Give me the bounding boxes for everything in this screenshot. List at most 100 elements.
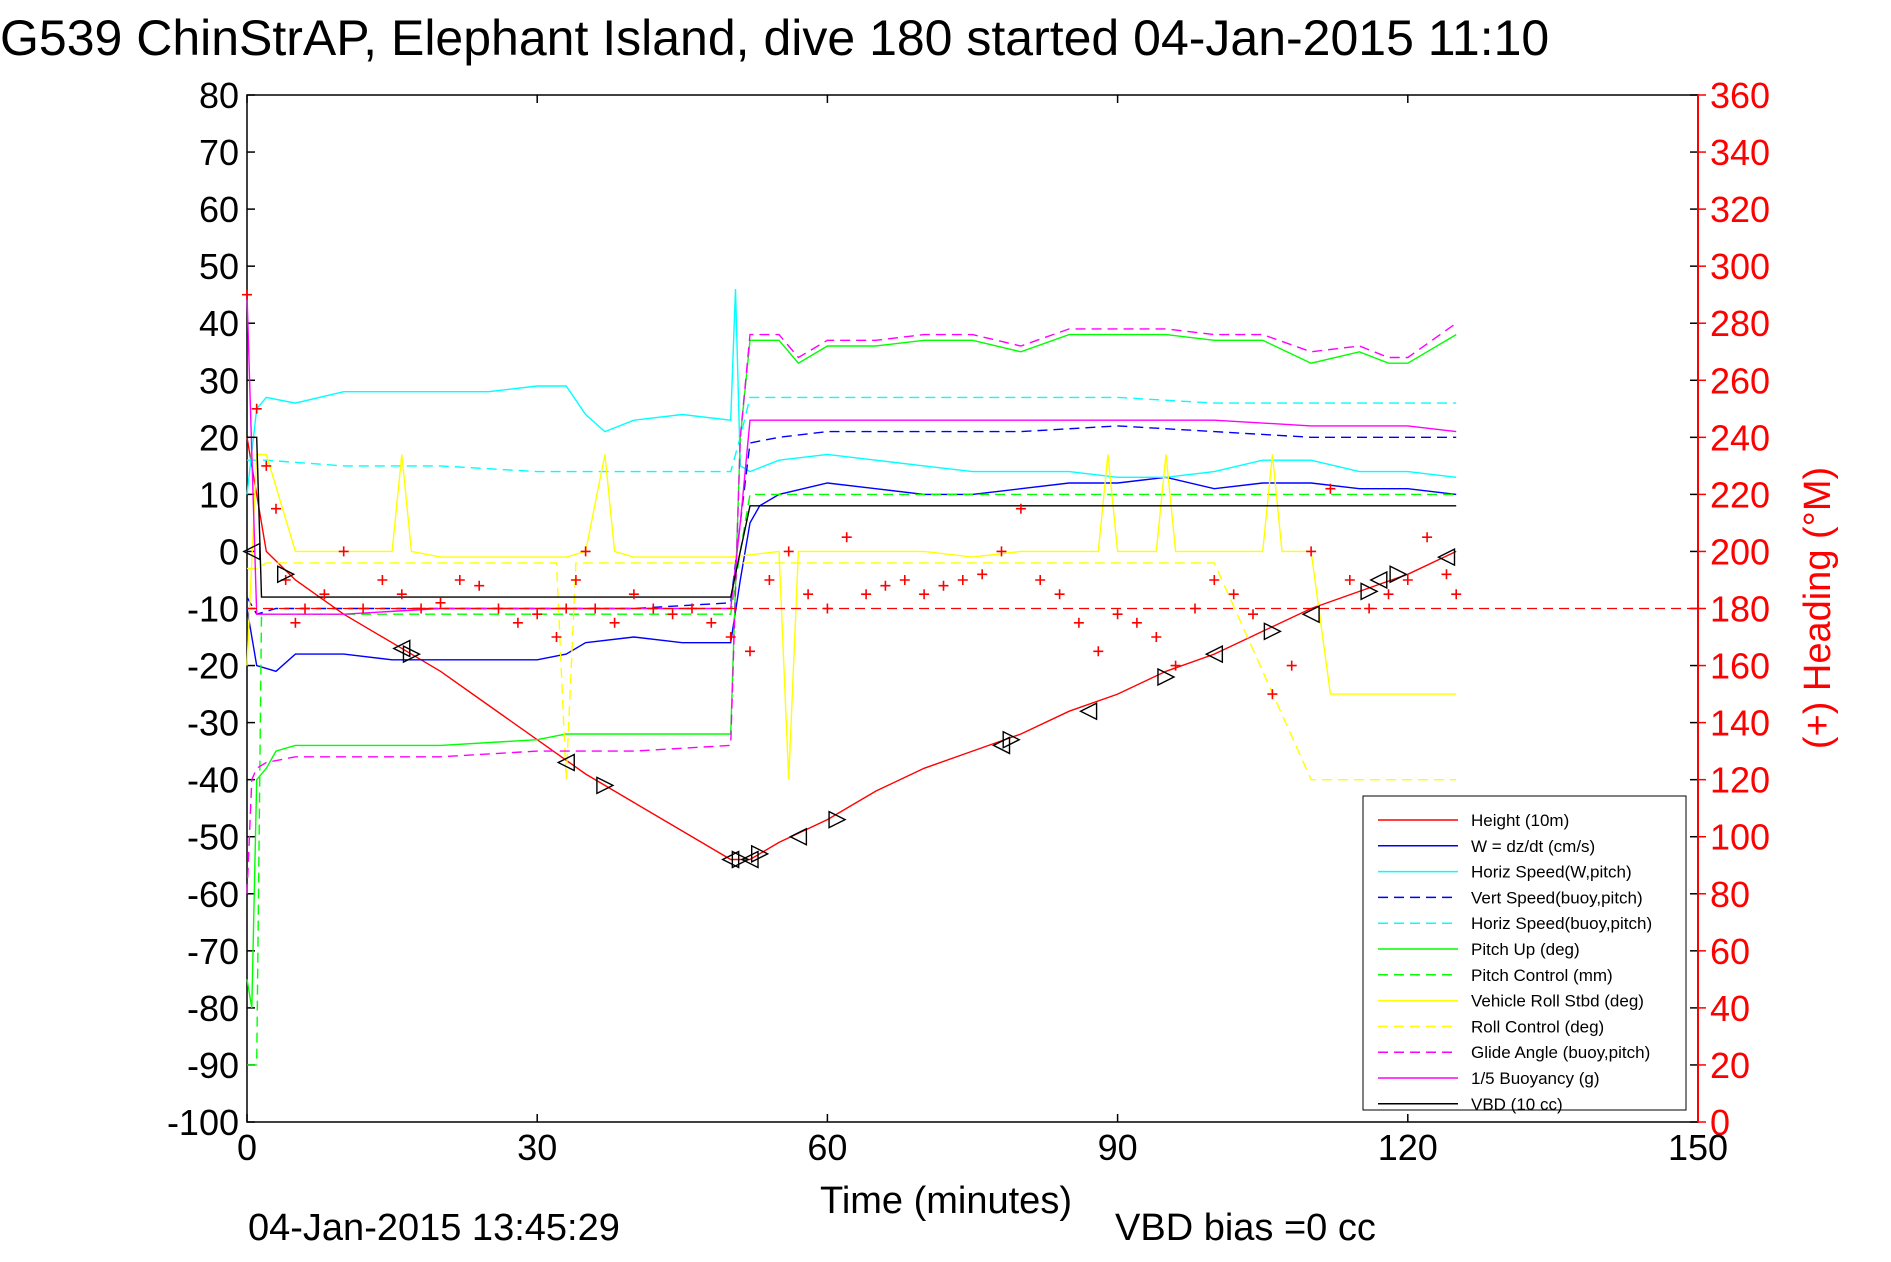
- heading-point: [1364, 603, 1375, 614]
- heading-point: [1073, 617, 1084, 628]
- series-line: [246, 425, 1457, 616]
- x-tick-label: 120: [1378, 1127, 1438, 1168]
- heading-point: [1035, 575, 1046, 585]
- heading-point: [1209, 575, 1220, 585]
- triangle-marker: [788, 827, 808, 846]
- heading-point: [1093, 646, 1104, 657]
- y-tick-label: 80: [199, 75, 239, 116]
- right-axis-ticks: 0 20 40 60 80 100 120 140 160 180 200 220 240 260 280 3…: [1698, 75, 1770, 1143]
- series-line: [246, 322, 1457, 894]
- y2-tick-label: 40: [1710, 988, 1750, 1029]
- y-tick-label: 40: [199, 303, 239, 344]
- triangle-marker: [596, 776, 615, 795]
- triangle-marker: [750, 844, 770, 863]
- triangle-marker: [1079, 702, 1098, 721]
- heading-point: [803, 589, 814, 600]
- x-axis-label: Time (minutes): [820, 1180, 1072, 1222]
- heading-point: [416, 603, 427, 614]
- legend-label: W = dz/dt (cm/s): [1471, 837, 1595, 856]
- y2-tick-label: 360: [1710, 75, 1770, 116]
- heading-point: [290, 617, 301, 628]
- heading-point: [687, 603, 697, 614]
- heading-point: [251, 403, 262, 414]
- triangle-marker: [828, 810, 847, 829]
- heading-point: [1344, 575, 1355, 585]
- heading-point: [435, 597, 446, 608]
- heading-point: [1054, 589, 1065, 600]
- triangle-marker: [1360, 582, 1379, 601]
- heading-point: [977, 569, 988, 580]
- y2-tick-label: 0: [1710, 1102, 1730, 1143]
- heading-point: [580, 546, 591, 557]
- heading-point: [822, 603, 833, 614]
- triangle-marker: [392, 639, 411, 658]
- y-tick-label: 70: [199, 132, 239, 173]
- series-line: [246, 333, 1457, 1009]
- triangle-marker: [1369, 570, 1388, 590]
- heading-point: [938, 580, 949, 591]
- series-line: [247, 436, 1457, 598]
- y2-tick-label: 20: [1710, 1045, 1750, 1086]
- heading-point: [493, 603, 504, 614]
- heading-point: [1190, 603, 1200, 614]
- heading-point: [570, 575, 581, 585]
- heading-point: [725, 632, 736, 642]
- triangle-marker: [242, 542, 261, 561]
- y2-tick-label: 80: [1710, 874, 1750, 915]
- legend-label: Vert Speed(buoy,pitch): [1471, 888, 1643, 907]
- heading-point: [1267, 689, 1278, 700]
- heading-point: [1131, 617, 1142, 628]
- y2-tick-label: 160: [1710, 646, 1770, 687]
- y-tick-label: -80: [187, 988, 239, 1029]
- heading-point: [271, 503, 281, 514]
- heading-point: [396, 589, 407, 600]
- heading-point: [628, 589, 639, 600]
- y-tick-label: 60: [199, 189, 239, 230]
- y2-tick-label: 300: [1710, 246, 1770, 287]
- heading-point: [880, 580, 891, 591]
- triangle-marker: [402, 645, 422, 664]
- heading-point: [1306, 546, 1317, 557]
- heading-point: [1441, 569, 1452, 580]
- y2-tick-label: 200: [1710, 531, 1770, 572]
- heading-point: [1383, 589, 1394, 600]
- x-tick-label: 0: [237, 1127, 257, 1168]
- heading-point: [648, 603, 659, 614]
- y-tick-label: -70: [187, 931, 239, 972]
- y2-tick-label: 340: [1710, 132, 1770, 173]
- heading-markers: [242, 289, 1698, 700]
- y-tick-label: -90: [187, 1045, 239, 1086]
- triangle-marker: [731, 850, 750, 869]
- legend-label: Vehicle Roll Stbd (deg): [1471, 992, 1644, 1011]
- heading-point: [454, 575, 465, 585]
- heading-point: [1112, 609, 1123, 620]
- chart-title: G539 ChinStrAP, Elephant Island, dive 18…: [0, 10, 1549, 66]
- y-tick-label: 10: [199, 474, 239, 515]
- heading-point: [242, 289, 252, 300]
- heading-point: [919, 589, 930, 600]
- triangle-marker: [1263, 622, 1282, 641]
- heading-point: [996, 546, 1007, 557]
- triangle-marker: [276, 565, 296, 584]
- plot-area: [242, 288, 1698, 1066]
- y-tick-label: -20: [187, 646, 239, 687]
- heading-point: [957, 575, 968, 585]
- series-line: [246, 288, 1457, 495]
- heading-point: [377, 575, 388, 585]
- heading-point: [532, 609, 543, 620]
- triangle-marker: [1389, 565, 1408, 584]
- y2-tick-label: 280: [1710, 303, 1770, 344]
- triangle-marker: [1436, 548, 1456, 567]
- heading-point: [590, 603, 601, 614]
- y-tick-label: -10: [187, 589, 239, 630]
- y-tick-label: 20: [199, 417, 239, 458]
- heading-point: [300, 603, 310, 614]
- x-tick-label: 30: [517, 1127, 557, 1168]
- y2-tick-label: 260: [1710, 360, 1770, 401]
- legend-label: Glide Angle (buoy,pitch): [1471, 1043, 1650, 1062]
- heading-point: [1151, 632, 1162, 642]
- x-tick-label: 90: [1098, 1127, 1138, 1168]
- triangle-marker: [556, 753, 575, 772]
- series-line: [246, 453, 1457, 780]
- y2-tick-label: 240: [1710, 417, 1770, 458]
